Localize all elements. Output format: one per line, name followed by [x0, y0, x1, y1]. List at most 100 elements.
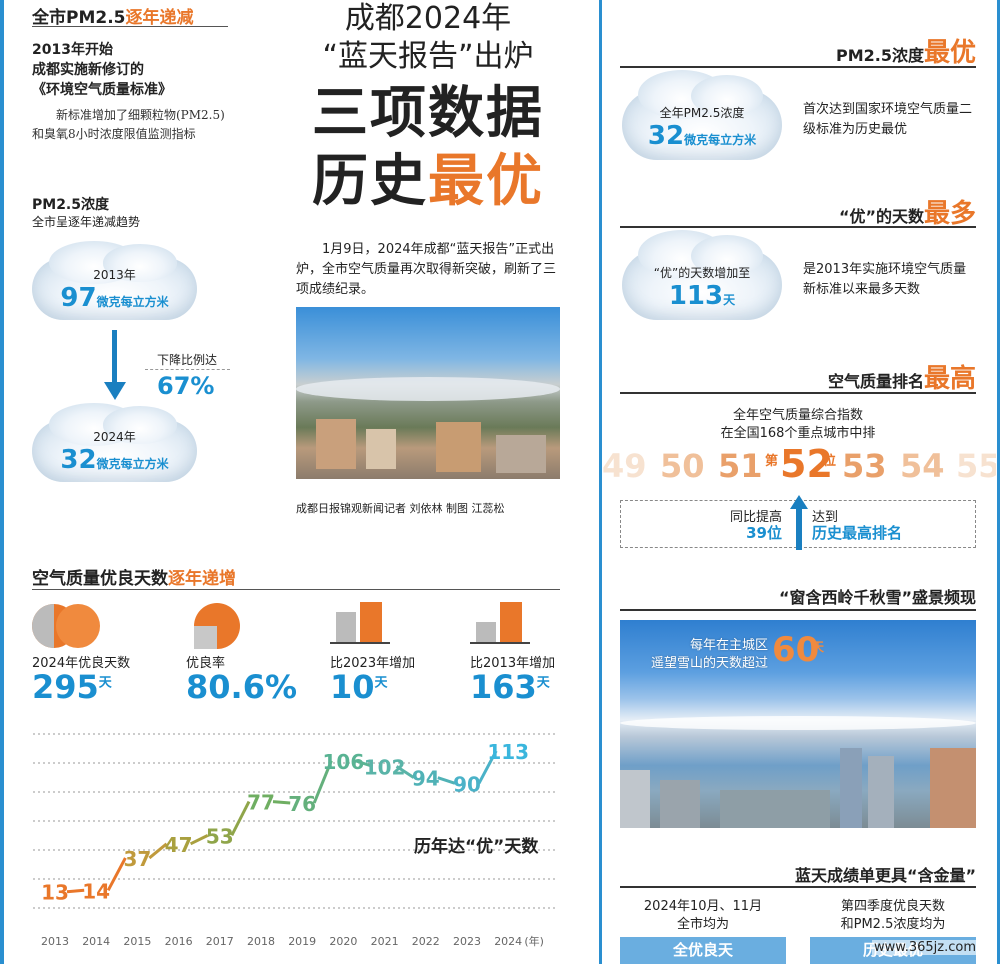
divider: [620, 226, 976, 228]
series-segment: [106, 857, 127, 891]
left-border: [0, 0, 4, 964]
rank-50: 50: [660, 447, 705, 485]
rank-prefix: 第: [765, 454, 779, 469]
building: [660, 780, 700, 828]
data-label: 14: [82, 879, 110, 903]
best-value: 历史最高排名: [812, 524, 903, 542]
intro-text: 2013年开始 成都实施新修订的 《环境空气质量标准》: [32, 42, 172, 98]
data-label: 106: [323, 750, 365, 774]
section-pm25: PM2.5浓度最优: [835, 38, 976, 68]
pie-icon-b: [56, 604, 100, 648]
dashed-line: [145, 369, 230, 370]
data-label: 13: [41, 881, 69, 905]
bar-icon-big-2: [500, 602, 522, 642]
bar-icon-big: [360, 602, 382, 642]
rank-suffix: 位: [823, 454, 837, 469]
chart-title: 历年达“优”天数: [414, 837, 539, 857]
cloud-2013: 2013年 97微克每立方米: [32, 240, 197, 320]
up-label: 同比提高: [729, 510, 782, 525]
section-snow: “窗含西岭千秋雪”盛景频现: [778, 588, 976, 607]
x-tick-label: 2013: [41, 935, 69, 948]
series-segment: [354, 759, 374, 768]
bar-icon-small-2: [476, 622, 496, 642]
data-label: 76: [288, 792, 316, 816]
snow-days-unit: 天: [812, 640, 825, 654]
headline: 成都2024年 “蓝天报告”出炉: [322, 1, 534, 74]
stat-label: 比2013年增加: [470, 656, 556, 671]
rank-54: 54: [900, 447, 945, 485]
down-arrow-shaft: [112, 330, 117, 385]
divider: [620, 66, 976, 68]
standard-note: 新标准增加了细颗粒物(PM2.5)和臭氧8小时浓度限值监测指标: [32, 108, 225, 141]
best-label: 达到: [812, 510, 839, 525]
report-card-1: 2024年10月、11月 全市均为: [643, 899, 763, 932]
snow-mountain-photo: [620, 620, 976, 828]
data-label: 113: [487, 740, 529, 764]
stat-label: 比2023年增加: [330, 656, 416, 671]
left-heading: 全市PM2.5逐年递减: [32, 8, 194, 28]
watermark: www.365jz.com: [872, 940, 978, 955]
pm-subtitle: 全市呈逐年递减趋势: [32, 215, 141, 229]
up-arrow-shaft: [796, 508, 802, 550]
pie-rate-slice: [194, 626, 217, 649]
data-label: 94: [412, 767, 440, 791]
excellent-desc: 是2013年实施环境空气质量新标准以来最多天数: [803, 262, 967, 297]
rank-49: 49: [602, 447, 647, 485]
building: [436, 422, 481, 472]
series-segment: [477, 750, 498, 784]
x-tick-label: 2014: [82, 935, 110, 948]
snow-text: 每年在主城区 遥望雪山的天数超过: [650, 638, 768, 671]
stat-label: 优良率: [186, 656, 226, 671]
divider: [32, 589, 560, 590]
up-arrow-icon: [790, 495, 808, 509]
aq-heading: 空气质量优良天数逐年递增: [32, 569, 236, 589]
x-tick-label: 2019: [288, 935, 316, 948]
section-ranking: 空气质量排名最高: [827, 364, 976, 394]
building: [868, 756, 894, 828]
x-tick-label: 2020: [329, 935, 357, 948]
data-label: 37: [123, 847, 151, 871]
stat-value: 10天: [330, 668, 388, 706]
fog-band: [296, 377, 560, 401]
cloud-band: [620, 716, 976, 730]
building: [840, 748, 862, 828]
pm-title: PM2.5浓度: [32, 197, 109, 213]
x-tick-label: 2015: [123, 935, 151, 948]
stat-value: 80.6%: [186, 668, 298, 706]
big-headline: 三项数据 历史最优: [312, 81, 544, 214]
rank-55: 55: [956, 447, 996, 485]
series-segment: [66, 888, 85, 894]
bar-icon-small: [336, 612, 356, 642]
down-arrow-icon: [104, 382, 126, 400]
data-label: 77: [247, 791, 275, 815]
drop-value: 67%: [157, 372, 215, 400]
stat-value: 295天: [32, 668, 112, 706]
rank-52: 52: [780, 442, 833, 486]
report-card-2: 第四季度优良天数 和PM2.5浓度均为: [840, 899, 946, 932]
ranking-text: 全年空气质量综合指数 在全国168个重点城市中排: [720, 408, 876, 441]
body-text: 1月9日，2024年成都“蓝天报告”正式出炉，全市空气质量再次取得新突破，刷新了…: [296, 242, 557, 297]
x-tick-label: 2022: [412, 935, 440, 948]
cloud-excellent: “优”的天数增加至 113天: [622, 230, 782, 320]
data-label: 53: [206, 824, 234, 848]
divider: [32, 26, 228, 27]
x-tick-label: 2023: [453, 935, 481, 948]
data-label: 47: [165, 833, 193, 857]
section-excellent-days: “优”的天数最多: [838, 199, 976, 229]
cloud-2024: 2024年 32微克每立方米: [32, 402, 197, 482]
cloud-pm25: 全年PM2.5浓度 32微克每立方米: [622, 70, 782, 160]
divider: [620, 886, 976, 888]
x-tick-label: 2018: [247, 935, 275, 948]
all-good-days-badge: 全优良天: [620, 937, 786, 964]
right-panel: [599, 0, 1000, 964]
building: [316, 419, 356, 469]
data-label: 90: [453, 772, 481, 796]
drop-label: 下降比例达: [157, 353, 218, 367]
series-segment: [395, 765, 415, 779]
bar-icon-base-2: [470, 642, 530, 644]
series-segment: [230, 800, 251, 837]
series-segment: [437, 776, 456, 785]
data-label: 102: [364, 755, 406, 779]
x-tick-label: 2024: [494, 935, 522, 948]
